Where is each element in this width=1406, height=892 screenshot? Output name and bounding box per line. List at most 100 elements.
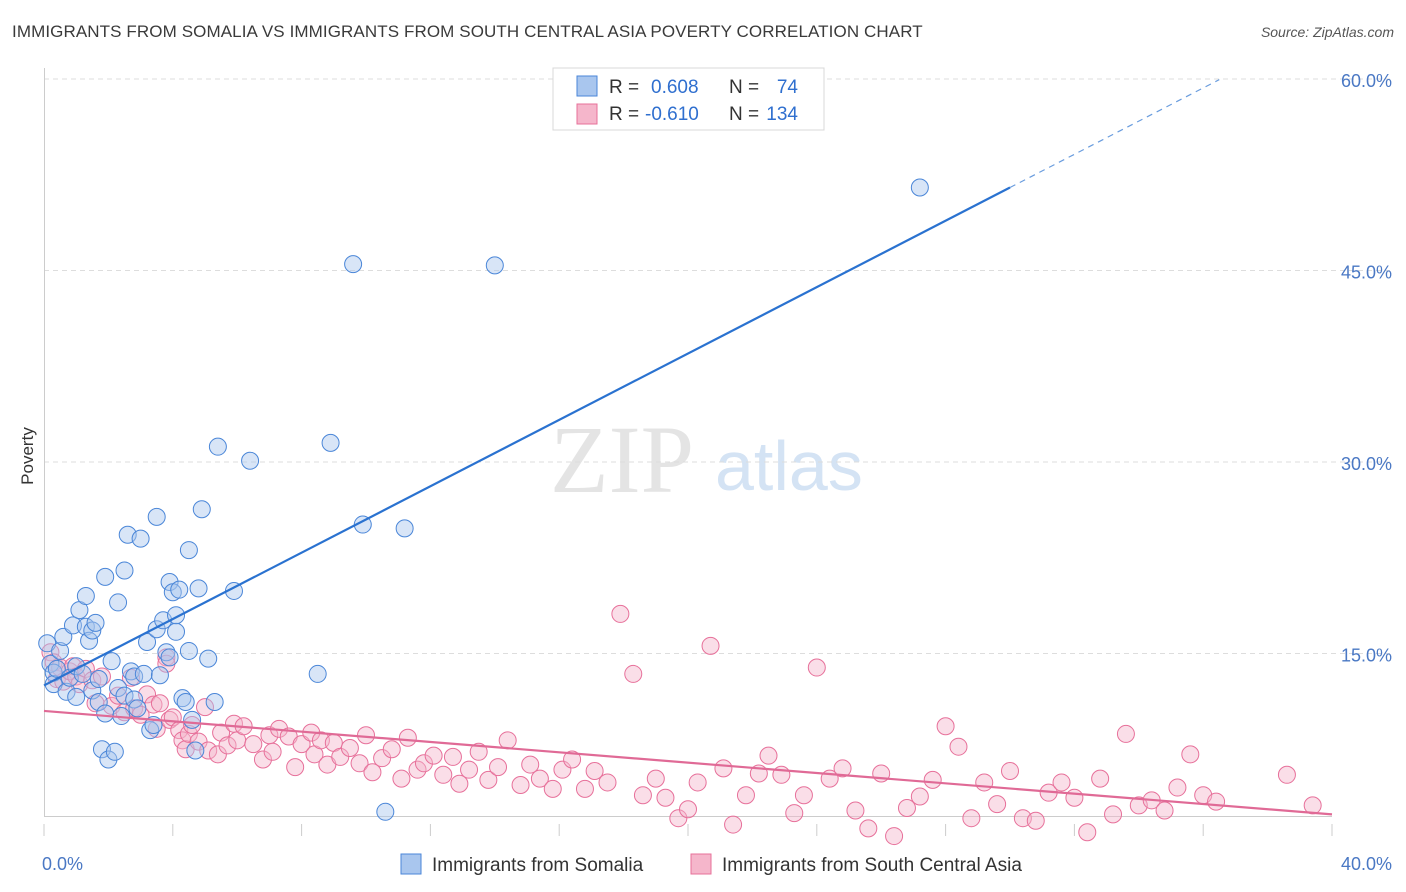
south-central-asia-point (949, 737, 968, 756)
somalia-point (83, 681, 102, 700)
somalia-point (102, 652, 121, 671)
somalia-point (76, 587, 95, 606)
south-central-asia-point (633, 786, 652, 805)
south-central-asia-point (244, 735, 263, 754)
south-central-asia-point (598, 773, 617, 792)
south-central-asia-point (1078, 823, 1097, 842)
south-central-asia-point (382, 740, 401, 759)
somalia-point (170, 580, 189, 599)
somalia-point (105, 742, 124, 761)
somalia-point (150, 666, 169, 685)
legend-n-value-somalia: 74 (777, 77, 799, 98)
somalia-point (86, 613, 105, 632)
south-central-asia-point (1104, 805, 1123, 824)
chart-title: IMMIGRANTS FROM SOMALIA VS IMMIGRANTS FR… (12, 22, 923, 41)
south-central-asia-point (656, 788, 675, 807)
somalia-point (96, 704, 115, 723)
somalia-point (189, 579, 208, 598)
somalia-point (344, 255, 363, 274)
somalia-points (38, 178, 929, 821)
south-central-asia-point (1091, 769, 1110, 788)
south-central-asia-point (846, 801, 865, 820)
south-central-asia-point (434, 765, 453, 784)
somalia-point (63, 616, 82, 635)
somalia-point (160, 648, 179, 667)
watermark-zip: ZIP (550, 406, 694, 513)
somalia-point (115, 561, 134, 580)
legend-r-value-somalia: 0.608 (651, 77, 699, 98)
somalia-point (910, 178, 929, 197)
south-central-asia-point (1303, 796, 1322, 815)
south-central-asia-point (962, 809, 981, 828)
south-central-asia-point (479, 770, 498, 789)
south-central-asia-point (585, 761, 604, 780)
south-central-asia-point (340, 738, 359, 757)
legend-swatch-somalia (576, 75, 598, 97)
somalia-point (80, 631, 99, 650)
south-central-asia-point (150, 694, 169, 713)
south-central-asia-point (1277, 765, 1296, 784)
south-central-asia-point (1168, 778, 1187, 797)
legend-swatch-south-central-asia (576, 103, 598, 125)
south-central-asia-point (910, 787, 929, 806)
south-central-asia-point (543, 779, 562, 798)
south-central-asia-point (575, 779, 594, 798)
south-central-asia-point (498, 731, 517, 750)
bottom-legend-label-somalia: Immigrants from Somalia (432, 855, 644, 876)
somalia-point (131, 529, 150, 548)
south-central-asia-point (724, 815, 743, 834)
south-central-asia-point (83, 671, 102, 690)
somalia-point (241, 451, 260, 470)
south-central-asia-point (794, 786, 813, 805)
somalia-point (205, 693, 224, 712)
somalia-point (192, 500, 211, 519)
somalia-point (99, 750, 118, 769)
south-central-asia-point (357, 726, 375, 745)
south-central-asia-point (785, 804, 804, 823)
somalia-point (308, 664, 327, 683)
south-central-asia-point (897, 798, 916, 817)
south-central-asia-point (521, 755, 540, 774)
somalia-point (134, 664, 153, 683)
south-central-asia-point (923, 770, 942, 789)
south-central-asia-point (263, 742, 282, 761)
somalia-point (141, 721, 160, 740)
axes (44, 68, 1332, 817)
legend-r-value-south-central-asia: -0.610 (645, 104, 699, 125)
south-central-asia-point (688, 773, 707, 792)
south-central-asia-point (807, 658, 826, 677)
south-central-asia-point (511, 775, 530, 794)
x-tick-marks (43, 824, 1333, 836)
watermark-atlas: atlas (715, 427, 863, 505)
somalia-point (179, 541, 198, 560)
south-central-asia-point (292, 735, 311, 754)
somalia-point (395, 519, 414, 538)
south-central-asia-point (208, 745, 227, 764)
y-tick-label-15: 15.0% (1341, 646, 1392, 666)
somalia-point (160, 573, 179, 592)
south-central-asia-trend-line (43, 709, 1333, 816)
somalia-point (57, 682, 76, 701)
south-central-asia-point (736, 786, 755, 805)
south-central-asia-point (988, 795, 1007, 814)
legend-r-label-south-central-asia: R = (609, 104, 639, 125)
south-central-asia-point (1052, 773, 1071, 792)
legend-box (552, 67, 825, 131)
south-central-asia-point (460, 760, 479, 779)
somalia-trend-line (43, 186, 1011, 687)
south-central-asia-point (1026, 811, 1045, 830)
south-central-asia-point (489, 758, 508, 777)
south-central-asia-point (563, 750, 582, 769)
south-central-asia-point (1155, 801, 1174, 820)
south-central-asia-point (859, 819, 878, 838)
south-central-asia-point (936, 717, 955, 736)
correlation-legend: R = 0.608 N = 74 R = -0.610 N = 134 (552, 67, 825, 131)
south-central-asia-point (424, 746, 443, 765)
somalia-point (89, 670, 108, 689)
south-central-asia-point (253, 750, 272, 769)
somalia-point (147, 507, 166, 526)
south-central-asia-point (373, 749, 392, 768)
legend-n-label-somalia: N = (729, 77, 759, 98)
somalia-point (51, 641, 70, 660)
